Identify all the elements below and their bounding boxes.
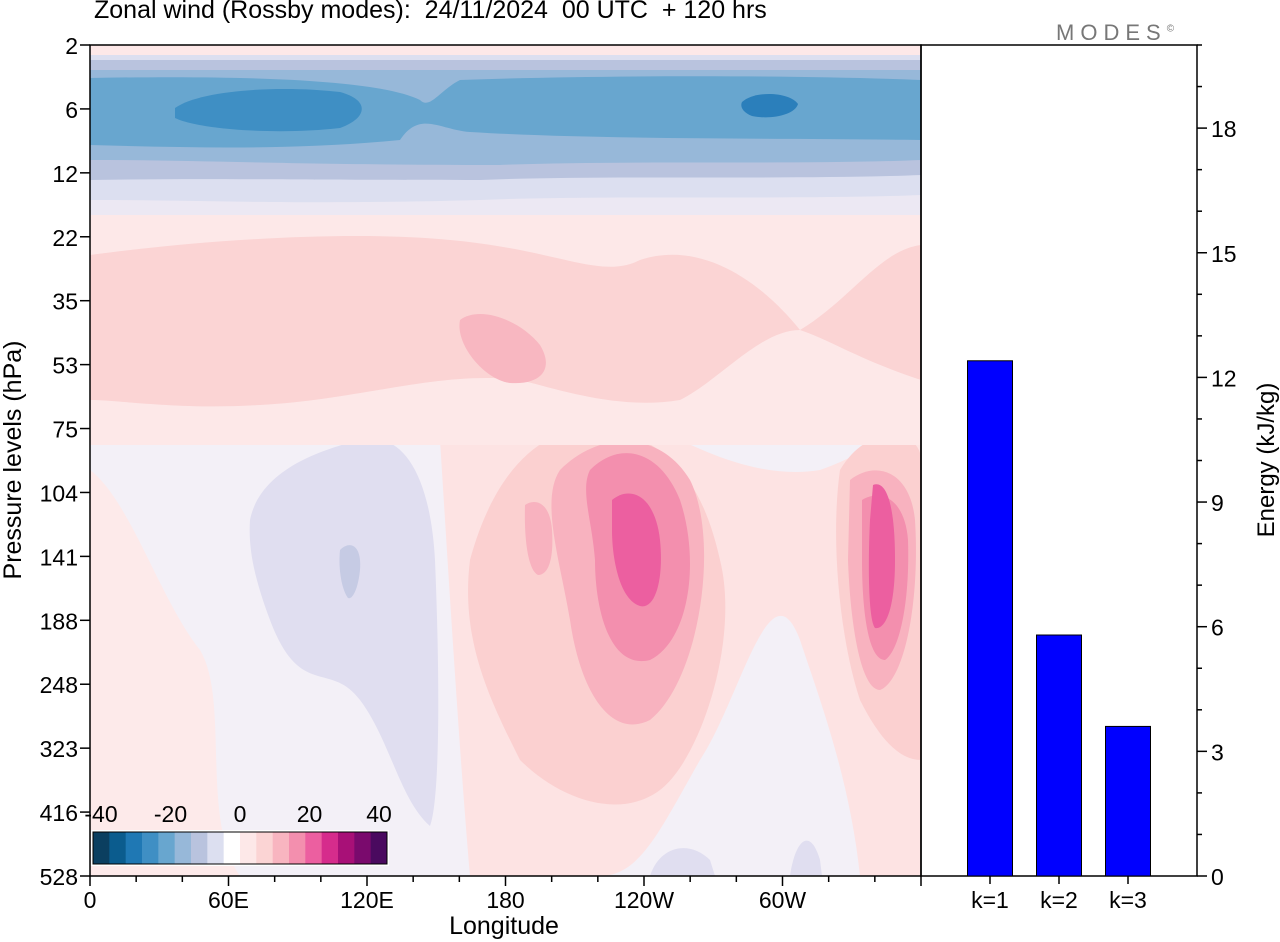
y-tick-label: 104 <box>40 480 79 506</box>
colorbar-swatch <box>256 832 274 864</box>
colorbar-swatch <box>354 832 372 864</box>
contour-region <box>339 545 361 599</box>
x-tick-label: 60E <box>208 887 249 913</box>
y-tick-label: 2 <box>65 33 78 59</box>
x-tick-label: 0 <box>84 887 97 913</box>
colorbar-swatch <box>125 832 143 864</box>
energy-axis-label: Energy (kJ/kg) <box>1253 383 1280 538</box>
energy-tick-label: 3 <box>1211 739 1224 765</box>
energy-tick-label: 6 <box>1211 615 1224 641</box>
y-tick-label: 188 <box>40 608 78 634</box>
y-tick-label: 141 <box>40 544 78 570</box>
colorbar-swatch <box>142 832 159 864</box>
energy-category-label: k=2 <box>1040 887 1078 913</box>
x-tick-label: 60W <box>759 887 807 913</box>
energy-bar <box>1036 634 1082 877</box>
y-tick-label: 35 <box>52 289 78 315</box>
colorbar-swatch <box>240 832 257 864</box>
contour-region <box>459 314 546 384</box>
contour-region <box>650 848 715 876</box>
colorbar-swatch <box>158 832 176 864</box>
colorbar-tick-label: 40 <box>366 801 392 827</box>
contour-region <box>90 470 240 876</box>
colorbar-swatch <box>109 832 127 864</box>
colorbar-tick-label: 0 <box>234 801 247 827</box>
y-axis-label: Pressure levels (hPa) <box>0 341 27 580</box>
colorbar-swatch <box>338 832 355 864</box>
colorbar-swatch <box>305 832 323 864</box>
contour-region <box>175 88 362 132</box>
colorbar-tick-label: -20 <box>154 801 187 827</box>
energy-tick-label: 12 <box>1211 365 1237 391</box>
energy-tick-label: 0 <box>1211 864 1224 890</box>
colorbar-swatch <box>321 832 339 864</box>
contour-region <box>249 438 439 826</box>
y-tick-label: 22 <box>52 225 78 251</box>
y-tick-label: 528 <box>40 864 78 890</box>
y-tick-label: 12 <box>52 161 78 187</box>
energy-category-label: k=3 <box>1109 887 1147 913</box>
y-tick-label: 248 <box>40 672 78 698</box>
colorbar-swatch <box>191 832 208 864</box>
x-tick-label: 120W <box>614 887 674 913</box>
colorbar-tick-label: 20 <box>297 801 323 827</box>
x-tick-label: 120E <box>340 887 394 913</box>
y-tick-label: 53 <box>52 353 78 379</box>
chart-title: Zonal wind (Rossby modes): 24/11/2024 00… <box>94 0 767 24</box>
contour-field <box>90 45 921 876</box>
energy-bar <box>1105 725 1151 877</box>
colorbar-swatch <box>370 832 388 864</box>
y-tick-label: 323 <box>40 736 78 762</box>
contour-region <box>790 840 822 876</box>
contour-region <box>524 501 553 575</box>
colorbar-frame <box>92 831 388 865</box>
y-tick-label: 416 <box>40 800 78 826</box>
energy-bar <box>967 360 1013 877</box>
x-axis-label: Longitude <box>449 912 559 940</box>
colorbar-swatch <box>93 832 110 864</box>
colorbar-swatch <box>223 832 241 864</box>
energy-tick-label: 9 <box>1211 490 1224 516</box>
x-tick-label: 180 <box>486 887 524 913</box>
y-tick-label: 6 <box>65 97 78 123</box>
colorbar: -40 -20 0 20 40 <box>84 801 392 866</box>
contour-region <box>612 493 661 607</box>
colorbar-swatch <box>289 832 306 864</box>
energy-tick-label: 15 <box>1211 241 1237 267</box>
colorbar-swatch <box>207 832 225 864</box>
contour-region <box>478 526 509 690</box>
bar-series: 0 3 6 9 12 15 18 k=1 k=2 k=3 <box>967 44 1237 913</box>
brand-logo: MODES© <box>1056 20 1175 45</box>
colorbar-swatch <box>272 832 290 864</box>
contour-region <box>741 93 798 118</box>
contour-region <box>90 45 921 55</box>
contour-region <box>868 484 895 629</box>
y-tick-label: 75 <box>52 417 78 443</box>
colorbar-swatch <box>174 832 192 864</box>
energy-tick-label: 18 <box>1211 116 1237 142</box>
energy-category-label: k=1 <box>971 887 1009 913</box>
